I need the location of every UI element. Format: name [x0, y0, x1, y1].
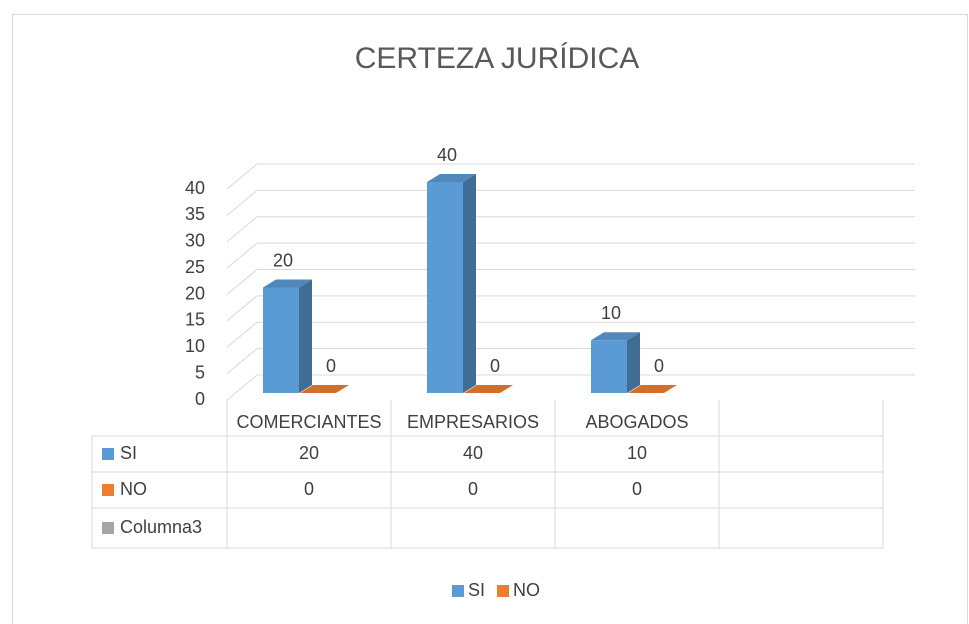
y-tick-label: 0 [195, 389, 205, 409]
x-tick-label: COMERCIANTES [236, 412, 381, 432]
legend-label: SI [468, 580, 485, 600]
chart-title: CERTEZA JURÍDICA [355, 42, 640, 75]
bar-top [300, 385, 349, 393]
table-row-label: Columna3 [120, 517, 202, 537]
data-label: 0 [326, 356, 336, 376]
grid-line [226, 269, 915, 295]
x-tick-label: ABOGADOS [585, 412, 688, 432]
table-cell: 0 [468, 479, 478, 499]
grid-line [226, 321, 915, 348]
legend-label: NO [513, 580, 540, 600]
table-cell: 40 [463, 443, 483, 463]
bar-top [427, 174, 476, 182]
table-row-label: NO [120, 479, 147, 499]
bar-front [591, 340, 627, 393]
y-tick-label: 40 [185, 178, 205, 198]
y-tick-label: 10 [185, 336, 205, 356]
legend-key [452, 585, 464, 597]
grid-line [226, 348, 915, 375]
bar-top [628, 385, 677, 393]
x-tick-label: EMPRESARIOS [407, 412, 539, 432]
data-label: 10 [601, 303, 621, 323]
bar-side [627, 332, 640, 393]
data-label: 0 [654, 356, 664, 376]
bar-side [463, 174, 476, 393]
table-cell: 0 [304, 479, 314, 499]
bar-front [427, 182, 463, 393]
table-cell: 10 [627, 443, 647, 463]
table-row-label: SI [120, 443, 137, 463]
grid-line [226, 374, 915, 401]
table-cell: 20 [299, 443, 319, 463]
data-label: 40 [437, 145, 457, 165]
y-tick-label: 35 [185, 204, 205, 224]
table-cell: 0 [632, 479, 642, 499]
y-tick-label: 5 [195, 362, 205, 382]
table-key [102, 522, 114, 534]
y-tick-label: 30 [185, 231, 205, 251]
data-label: 20 [273, 250, 293, 270]
bar-side [299, 279, 312, 393]
y-tick-label: 20 [185, 283, 205, 303]
grid-line [226, 216, 915, 243]
legend-key [497, 585, 510, 597]
grid-line [226, 163, 915, 190]
data-label: 0 [490, 356, 500, 376]
bar-front [263, 287, 299, 393]
table-key [102, 448, 114, 460]
y-tick-label: 15 [185, 310, 205, 330]
bar-top [464, 385, 513, 393]
grid-line [226, 242, 915, 269]
chart-frame [12, 14, 968, 624]
bar-top [591, 332, 640, 341]
table-key [102, 484, 114, 496]
bar-top [263, 279, 312, 288]
y-tick-label: 25 [185, 257, 205, 277]
grid-line [226, 295, 915, 322]
grid-line [226, 189, 915, 216]
